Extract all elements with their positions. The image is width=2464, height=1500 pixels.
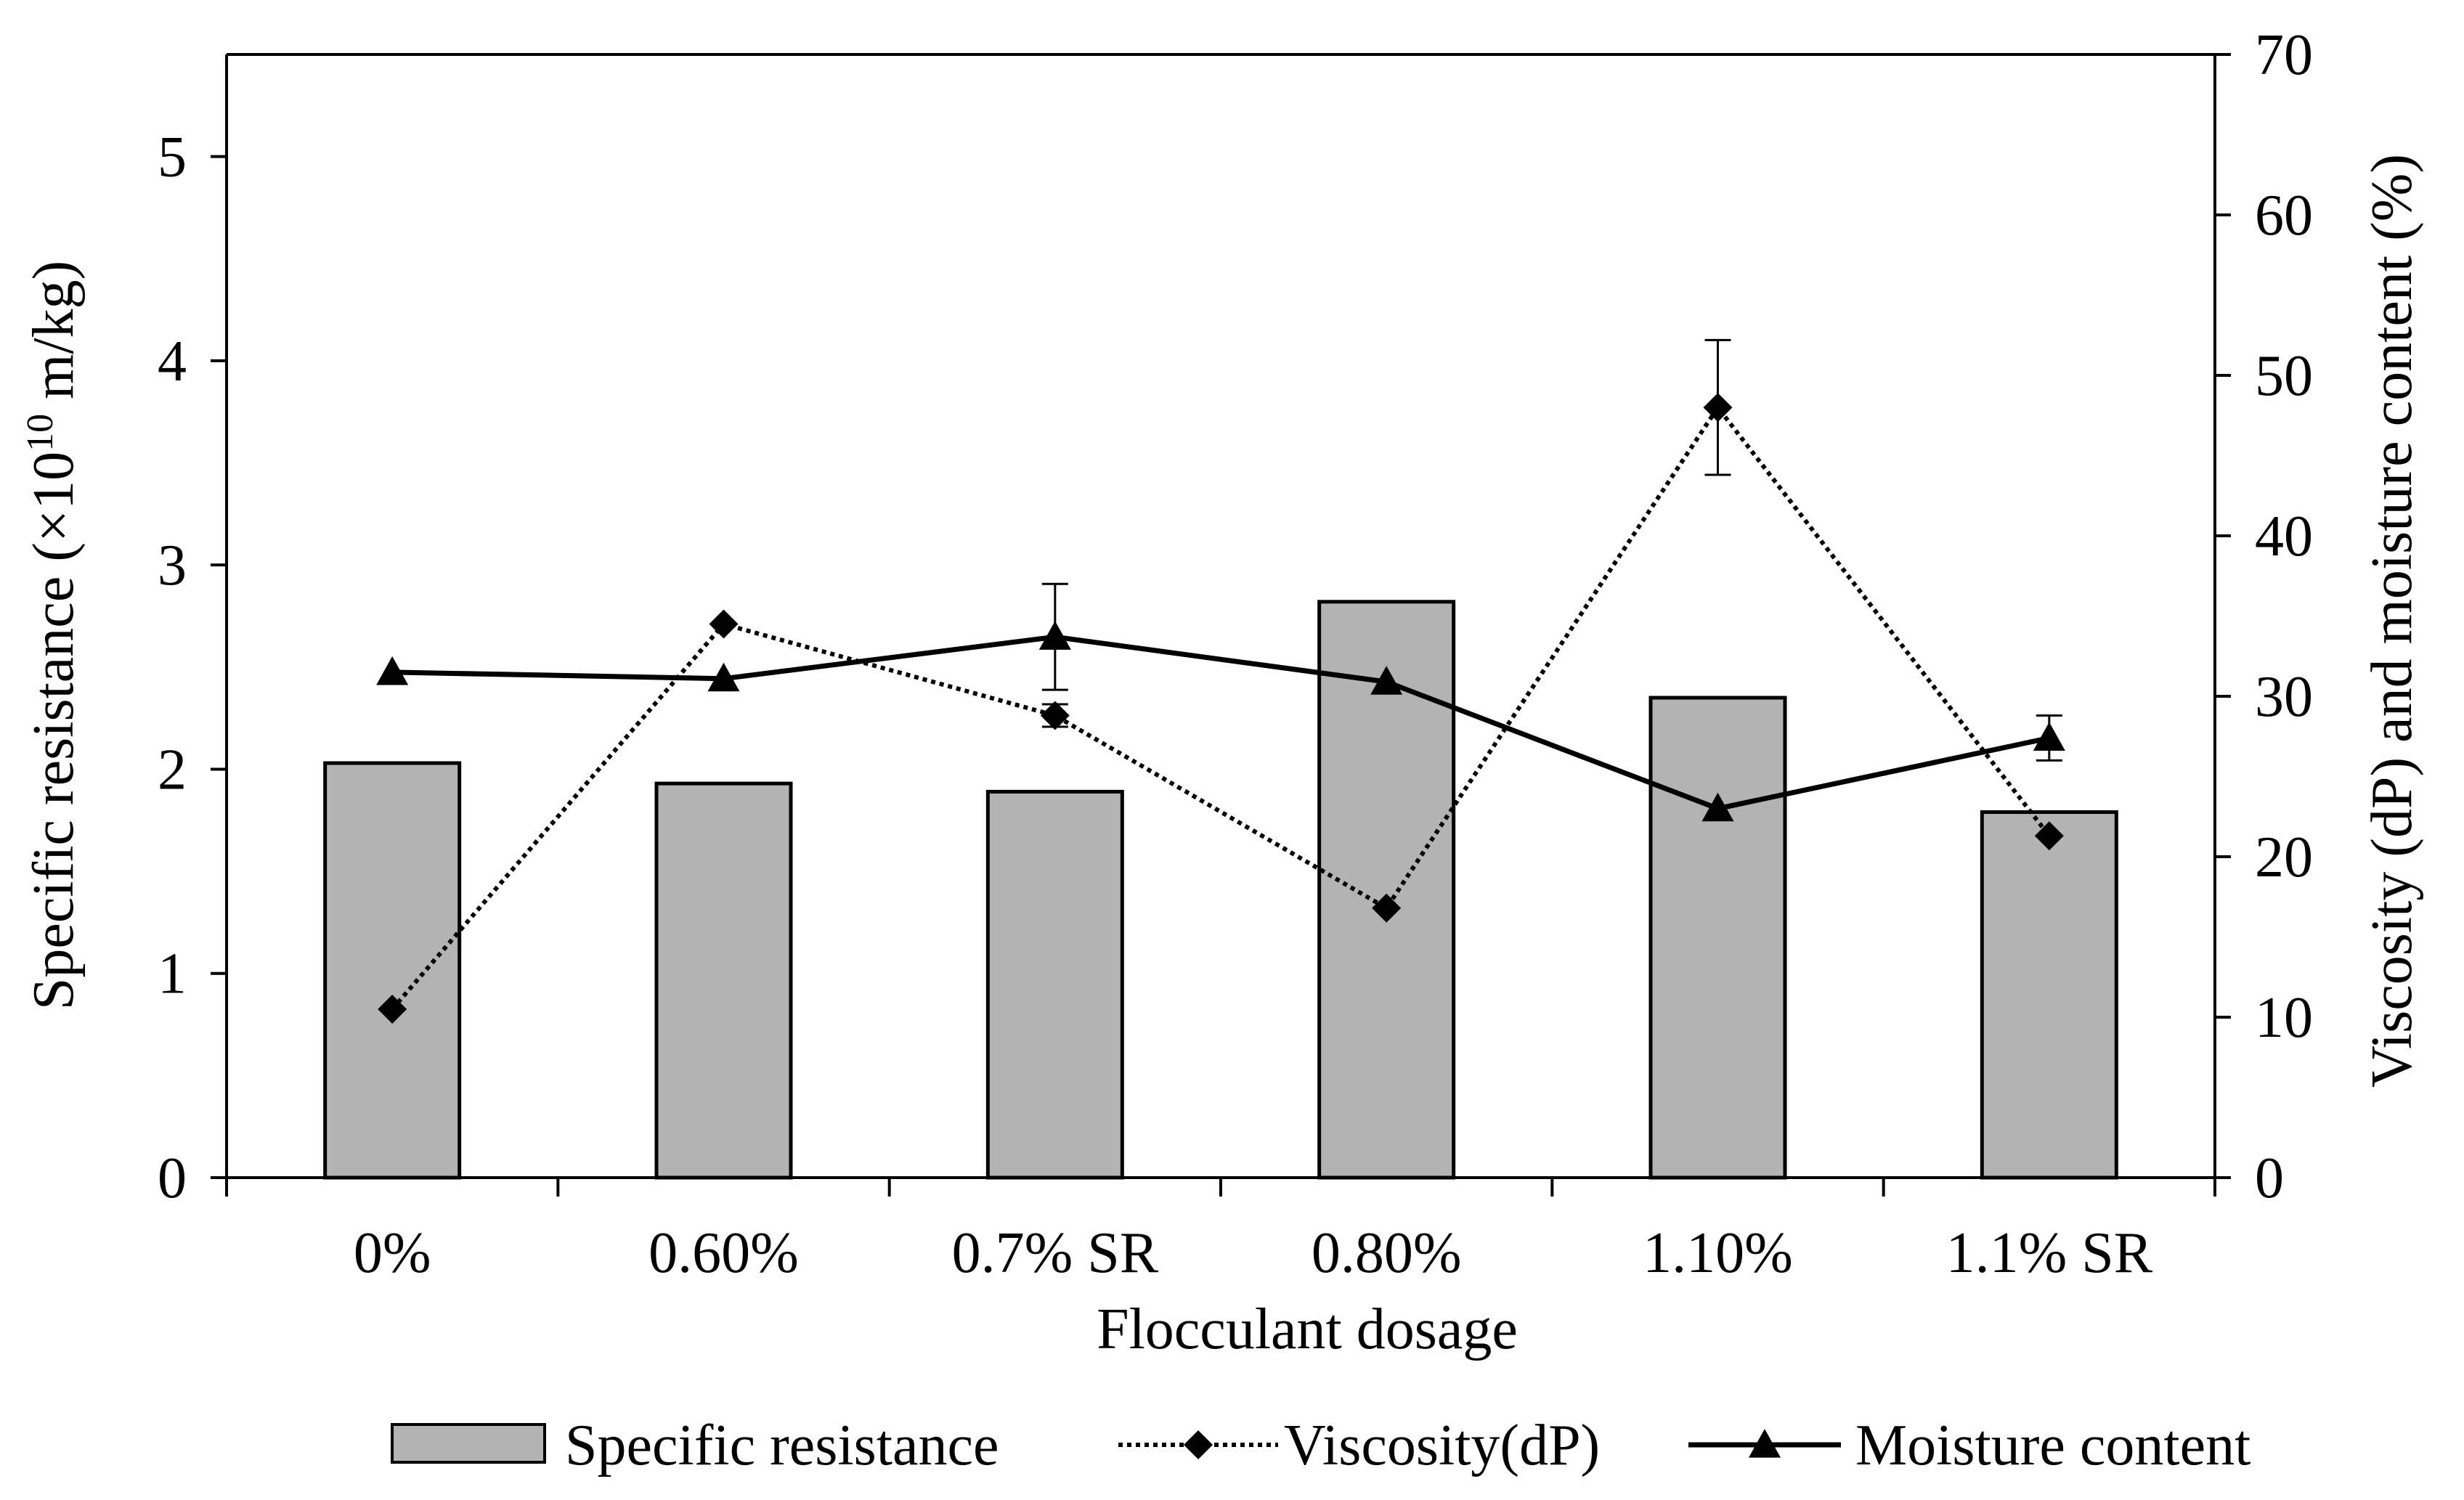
bar-specific-resistance bbox=[323, 761, 462, 1180]
x-tick-label: 1.1% SR bbox=[1946, 1221, 2153, 1285]
y-right-tick-label: 0 bbox=[2255, 1146, 2284, 1210]
x-tick-label: 0.60% bbox=[648, 1221, 799, 1285]
marker-viscosity bbox=[1372, 893, 1402, 923]
series-line-viscosity-dp bbox=[390, 404, 2052, 1011]
marker-moisture bbox=[2033, 722, 2065, 751]
x-axis-title: Flocculant dosage bbox=[1097, 1297, 1518, 1361]
legend-marker-viscosity bbox=[1184, 1430, 1213, 1459]
y-left-tick-label: 2 bbox=[158, 738, 187, 802]
y-left-tick-label: 0 bbox=[158, 1146, 187, 1210]
legend-label-moisture: Moisture content bbox=[1855, 1414, 2250, 1477]
bar-specific-resistance bbox=[1980, 810, 2118, 1180]
y-left-tick-label: 1 bbox=[158, 942, 187, 1006]
y-right-tick-label: 20 bbox=[2255, 826, 2313, 889]
y-right-tick-label: 70 bbox=[2255, 23, 2313, 87]
marker-moisture bbox=[1370, 666, 1403, 695]
legend-marker-moisture bbox=[1749, 1429, 1781, 1458]
y-right-tick-label: 10 bbox=[2255, 986, 2313, 1050]
series-line-moisture-content bbox=[392, 634, 2050, 812]
y-left-tick-label: 4 bbox=[158, 330, 187, 394]
bars-layer bbox=[323, 600, 2118, 1180]
lines-layer bbox=[376, 338, 2065, 1024]
legend-label-viscosity: Viscosity(dP) bbox=[1284, 1414, 1600, 1477]
marker-moisture bbox=[376, 656, 409, 685]
y-axis-right-title: Viscosity (dP) and moisture content (%) bbox=[2360, 154, 2424, 1088]
x-tick-label: 0% bbox=[354, 1221, 431, 1285]
marker-moisture bbox=[1038, 621, 1071, 650]
y-right-tick-label: 40 bbox=[2255, 505, 2313, 568]
y-axis-left-title: Specific resistance (×1010 m/kg) bbox=[20, 261, 86, 1010]
y-left-tick-label: 3 bbox=[158, 534, 187, 598]
y-right-tick-label: 30 bbox=[2255, 665, 2313, 729]
y-right-tick-label: 50 bbox=[2255, 344, 2313, 408]
bar-specific-resistance bbox=[1648, 696, 1787, 1180]
marker-viscosity bbox=[1040, 701, 1070, 730]
marker-moisture bbox=[707, 662, 740, 692]
bar-specific-resistance bbox=[985, 789, 1124, 1180]
y-left-tick-label: 5 bbox=[158, 126, 187, 189]
x-tick-label: 0.80% bbox=[1312, 1221, 1462, 1285]
legend-swatch-bar bbox=[391, 1423, 546, 1464]
x-tick-label: 1.10% bbox=[1643, 1221, 1793, 1285]
marker-viscosity bbox=[1703, 393, 1733, 423]
marker-moisture bbox=[1701, 792, 1734, 822]
bar-specific-resistance bbox=[654, 781, 793, 1180]
legend: Specific resistance Viscosity(dP) Moisture… bbox=[391, 1414, 2250, 1477]
y-right-tick-label: 60 bbox=[2255, 184, 2313, 248]
marker-viscosity bbox=[378, 994, 407, 1024]
marker-viscosity bbox=[2034, 821, 2064, 851]
x-tick-label: 0.7% SR bbox=[952, 1221, 1159, 1285]
marker-viscosity bbox=[709, 609, 739, 639]
legend-label-specific-resistance: Specific resistance bbox=[565, 1414, 999, 1477]
